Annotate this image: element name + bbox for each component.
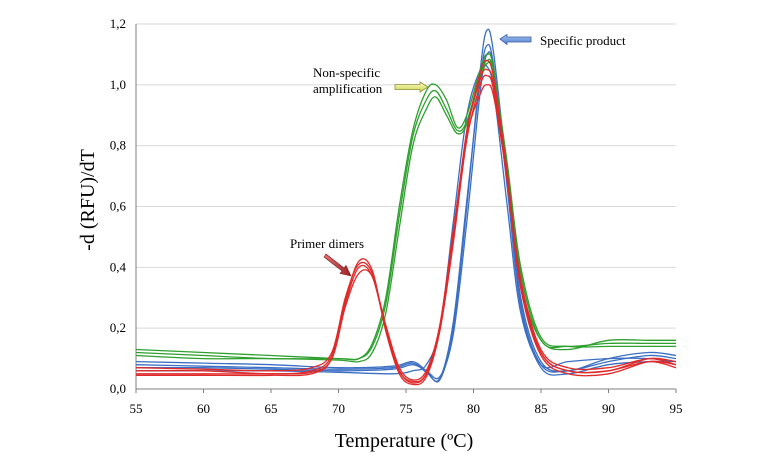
y-tick-label: 0,2 [110, 320, 126, 335]
y-axis-title: -d (RFU)/dT [77, 149, 99, 251]
series-line-red-10 [135, 59, 677, 383]
annotation-specific-product-label: Specific product [540, 33, 626, 48]
series-line-red-7 [135, 68, 677, 384]
y-tick-label: 1,0 [110, 77, 126, 92]
tick-labels: 0,0 0,2 0,4 0,6 0,8 1,0 1,2 55 60 65 70 75 80 85 90 95 [110, 16, 683, 416]
x-tick-label: 70 [332, 401, 345, 416]
series-line-red-8 [135, 74, 677, 386]
x-tick-label: 85 [535, 401, 548, 416]
y-tick-label: 0,8 [110, 138, 126, 153]
series-line-blue-2 [135, 51, 677, 380]
x-tick-label: 75 [400, 401, 413, 416]
y-tick-label: 1,2 [110, 16, 126, 31]
y-tick-label: 0,0 [110, 381, 126, 396]
x-axis-title: Temperature (ºC) [335, 430, 474, 452]
y-tick-label: 0,4 [110, 259, 127, 274]
annotation-primer-dimers: Primer dimers [290, 236, 364, 277]
series-line-blue-3 [136, 63, 677, 375]
annotation-non-specific-line1: Non-specific [313, 65, 380, 80]
series-line-green-6 [135, 60, 676, 363]
annotation-non-specific: Non-specific amplification [313, 65, 429, 96]
series-line-green-5 [135, 58, 676, 361]
red-arrow-icon [323, 253, 352, 277]
annotation-non-specific-line2: amplification [313, 81, 383, 96]
x-tick-label: 95 [670, 401, 683, 416]
annotation-primer-dimers-label: Primer dimers [290, 236, 364, 251]
yellow-arrow-icon [394, 81, 429, 93]
x-tick-label: 90 [602, 401, 615, 416]
x-tick-label: 55 [130, 401, 143, 416]
blue-arrow-icon [499, 33, 532, 46]
series-lines [135, 28, 677, 386]
x-tick-label: 65 [265, 401, 278, 416]
axes [135, 24, 677, 393]
x-tick-label: 60 [197, 401, 210, 416]
series-line-red-9 [136, 84, 677, 381]
y-tick-label: 0,6 [110, 199, 127, 214]
annotation-specific-product: Specific product [499, 33, 626, 48]
series-line-blue-0 [135, 28, 677, 383]
series-line-blue-1 [135, 43, 677, 382]
x-tick-label: 80 [467, 401, 480, 416]
